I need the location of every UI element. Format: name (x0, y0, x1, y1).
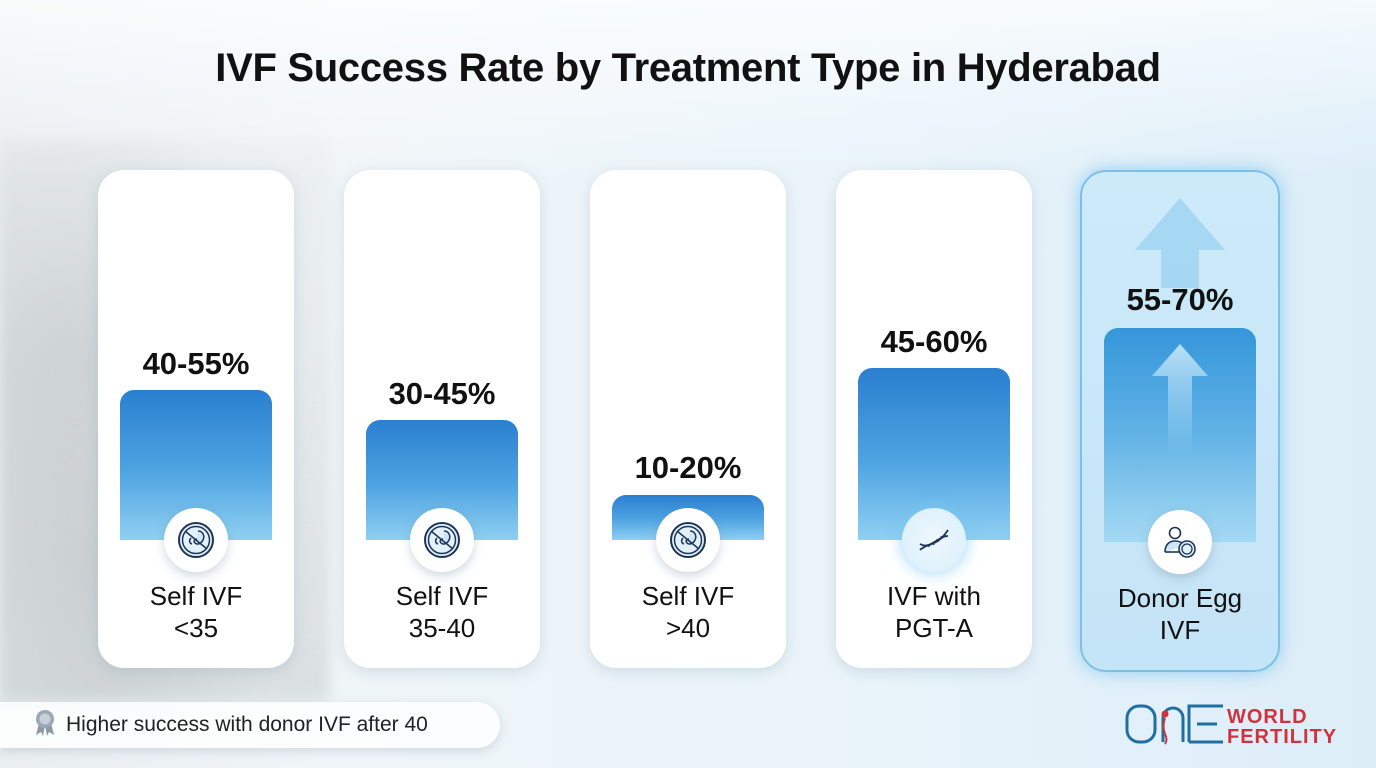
category-label: Donor Egg IVF (1117, 583, 1243, 645)
embryo-icon (164, 508, 228, 572)
brand-logo: WORLD FERTILITY (1125, 700, 1365, 750)
footer-note: Higher success with donor IVF after 40 (0, 702, 500, 748)
value-label: 55-70% (1126, 282, 1234, 317)
card-ivf-with-pgt-a: 45-60% IVF with PGT-A (836, 170, 1032, 668)
donor-egg-icon (1148, 510, 1212, 574)
dna-icon (902, 508, 966, 572)
card-self-ivf-over-40: 10-20% Self IVF >40 (590, 170, 786, 668)
logo-text-world: WORLD (1227, 706, 1308, 728)
page-title: IVF Success Rate by Treatment Type in Hy… (215, 46, 1161, 90)
category-label: Self IVF 35-40 (395, 581, 489, 643)
value-label: 45-60% (880, 324, 988, 359)
embryo-icon (656, 508, 720, 572)
category-label: Self IVF <35 (149, 581, 243, 643)
value-label: 40-55% (142, 346, 250, 381)
logo-text-fertility: FERTILITY (1227, 726, 1338, 748)
footer-text: Higher success with donor IVF after 40 (66, 713, 428, 736)
card-donor-egg-ivf: 55-70% Donor Egg IVF (1080, 170, 1280, 672)
category-label: IVF with PGT-A (887, 581, 981, 643)
award-ribbon-icon (34, 709, 56, 742)
card-self-ivf-under-35: 40-55% Self IVF <35 (98, 170, 294, 668)
card-self-ivf-35-40: 30-45% Self IVF 35-40 (344, 170, 540, 668)
arrow-up-icon (1152, 344, 1208, 454)
value-label: 10-20% (634, 450, 742, 485)
embryo-icon (410, 508, 474, 572)
category-label: Self IVF >40 (641, 581, 735, 643)
logo-mark-icon (1125, 704, 1223, 745)
arrow-up-icon (1135, 198, 1225, 288)
value-label: 30-45% (388, 376, 496, 411)
